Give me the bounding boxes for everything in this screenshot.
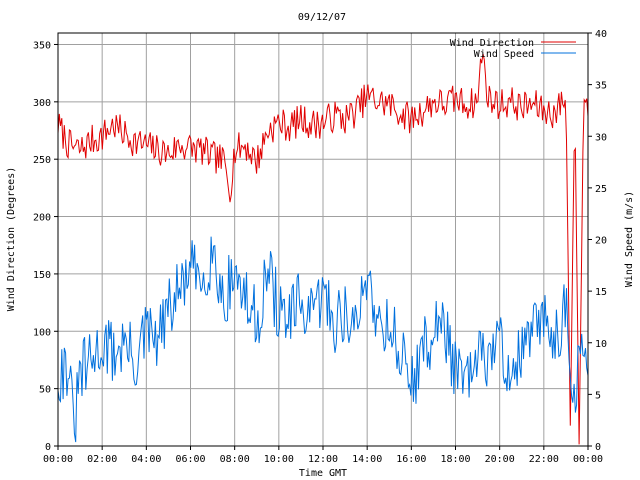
axes: 00:00 02:00 04:00 06:00 08:00 10:00 12:00 14:00… — [33, 29, 607, 465]
y-left-tick-label: 0 — [45, 442, 51, 453]
y-right-tick-label: 15 — [595, 287, 607, 298]
x-tick-label: 22:00 — [529, 454, 559, 465]
y-right-tick-label: 35 — [595, 81, 607, 92]
wind-direction-line — [57, 53, 589, 445]
x-tick-label: 14:00 — [352, 454, 382, 465]
y-axis-left-label: Wind Direction (Degrees) — [6, 167, 17, 312]
y-left-tick-label: 350 — [33, 40, 51, 51]
wind-speed-line — [57, 236, 589, 443]
y-right-tick-label: 5 — [595, 390, 601, 401]
legend-label: Wind Direction — [450, 38, 534, 49]
x-tick-label: 06:00 — [175, 454, 205, 465]
y-left-tick-label: 250 — [33, 155, 51, 166]
x-tick-label: 08:00 — [220, 454, 250, 465]
series-layer — [57, 53, 589, 445]
y-left-tick-label: 150 — [33, 270, 51, 281]
x-tick-label: 10:00 — [264, 454, 294, 465]
y-right-tick-label: 40 — [595, 29, 607, 40]
y-right-tick-label: 20 — [595, 236, 607, 247]
y-right-tick-label: 30 — [595, 132, 607, 143]
x-tick-label: 20:00 — [485, 454, 515, 465]
y-right-tick-label: 10 — [595, 339, 607, 350]
x-tick-label: 00:00 — [43, 454, 73, 465]
y-right-tick-label: 25 — [595, 184, 607, 195]
grid — [58, 33, 588, 446]
x-tick-label: 12:00 — [308, 454, 338, 465]
y-left-tick-label: 200 — [33, 213, 51, 224]
x-tick-label: 02:00 — [87, 454, 117, 465]
x-tick-label: 16:00 — [396, 454, 426, 465]
y-left-tick-label: 50 — [39, 385, 51, 396]
y-left-tick-label: 300 — [33, 98, 51, 109]
y-right-tick-label: 0 — [595, 442, 601, 453]
legend-label: Wind Speed — [474, 49, 534, 60]
y-left-tick-label: 100 — [33, 327, 51, 338]
chart-title: 09/12/07 — [298, 12, 346, 23]
y-axis-right-label: Wind Speed (m/s) — [624, 191, 635, 287]
x-axis-label: Time GMT — [299, 468, 347, 479]
x-tick-label: 18:00 — [440, 454, 470, 465]
x-tick-label: 04:00 — [131, 454, 161, 465]
x-tick-label: 00:00 — [573, 454, 603, 465]
